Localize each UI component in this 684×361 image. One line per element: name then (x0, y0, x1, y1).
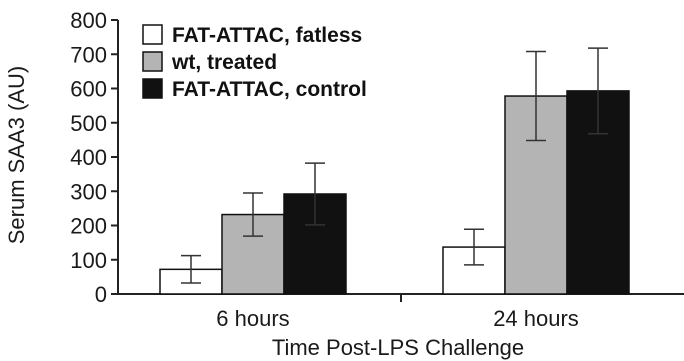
y-tick-label: 200 (70, 214, 107, 239)
y-tick-label: 400 (70, 145, 107, 170)
y-tick-label: 600 (70, 77, 107, 102)
legend: FAT-ATTAC, fatless wt, treated FAT-ATTAC, … (142, 24, 367, 101)
y-tick-label: 300 (70, 179, 107, 204)
y-tick-label: 0 (95, 282, 107, 307)
legend-label: FAT-ATTAC, control (172, 78, 367, 101)
x-tick-label: 6 hours (216, 306, 289, 331)
legend-label: wt, treated (171, 51, 277, 74)
legend-swatch (142, 51, 163, 72)
plot-area: 0 100 200 300 400 500 600 700 800 6 hours 24 hours (70, 8, 684, 331)
y-axis-title: Serum SAA3 (AU) (4, 66, 29, 245)
x-tick-label: 24 hours (493, 306, 579, 331)
legend-label: FAT-ATTAC, fatless (172, 24, 362, 47)
legend-swatch (142, 24, 163, 45)
y-tick-label: 500 (70, 111, 107, 136)
y-tick-label: 800 (70, 8, 107, 33)
y-tick-label: 100 (70, 248, 107, 273)
y-tick-label: 700 (70, 42, 107, 67)
x-axis-title: Time Post-LPS Challenge (272, 335, 524, 360)
legend-swatch (142, 78, 163, 99)
